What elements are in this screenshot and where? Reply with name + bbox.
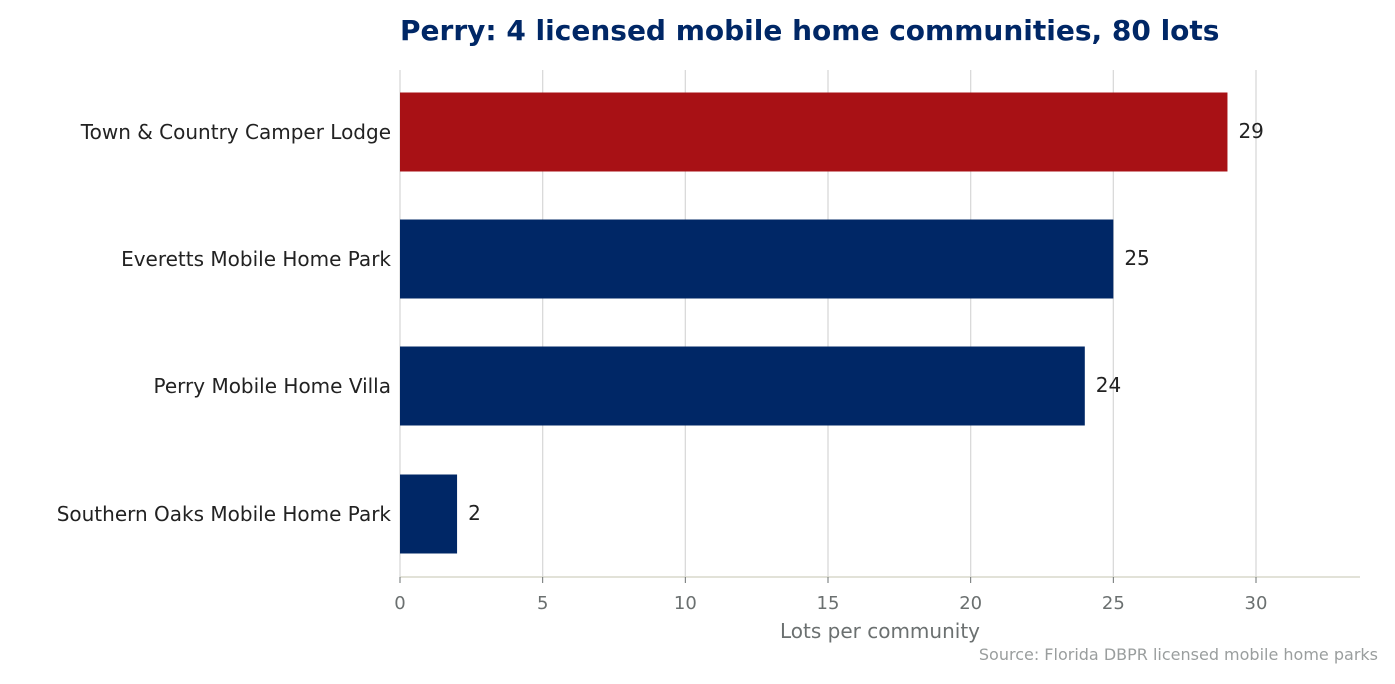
- value-label-0: 29: [1238, 119, 1263, 143]
- bars: [400, 92, 1228, 554]
- source-note: Source: Florida DBPR licensed mobile hom…: [979, 645, 1378, 664]
- x-tick-label-2: 10: [674, 593, 697, 614]
- bar-0: [400, 92, 1228, 172]
- bar-2: [400, 346, 1085, 426]
- category-label-2: Perry Mobile Home Villa: [154, 374, 392, 398]
- category-label-1: Everetts Mobile Home Park: [121, 247, 391, 271]
- x-tick-label-3: 15: [817, 593, 840, 614]
- x-tick-label-6: 30: [1245, 593, 1268, 614]
- bar-1: [400, 219, 1114, 299]
- chart-title: Perry: 4 licensed mobile home communitie…: [400, 14, 1219, 47]
- value-label-2: 24: [1096, 373, 1121, 397]
- category-labels: Town & Country Camper Lodge Everetts Mobi…: [57, 120, 392, 526]
- category-label-0: Town & Country Camper Lodge: [80, 120, 391, 144]
- x-axis-ticks: 0 5 10 15 20 25 30: [394, 577, 1267, 614]
- x-axis-title: Lots per community: [780, 619, 980, 643]
- x-tick-label-5: 25: [1102, 593, 1125, 614]
- x-tick-label-1: 5: [537, 593, 548, 614]
- value-label-1: 25: [1124, 246, 1149, 270]
- value-label-3: 2: [468, 501, 481, 525]
- bar-3: [400, 474, 458, 554]
- x-tick-label-0: 0: [394, 593, 405, 614]
- x-tick-label-4: 20: [959, 593, 982, 614]
- category-label-3: Southern Oaks Mobile Home Park: [57, 502, 392, 526]
- value-labels: 29 25 24 2: [468, 119, 1264, 525]
